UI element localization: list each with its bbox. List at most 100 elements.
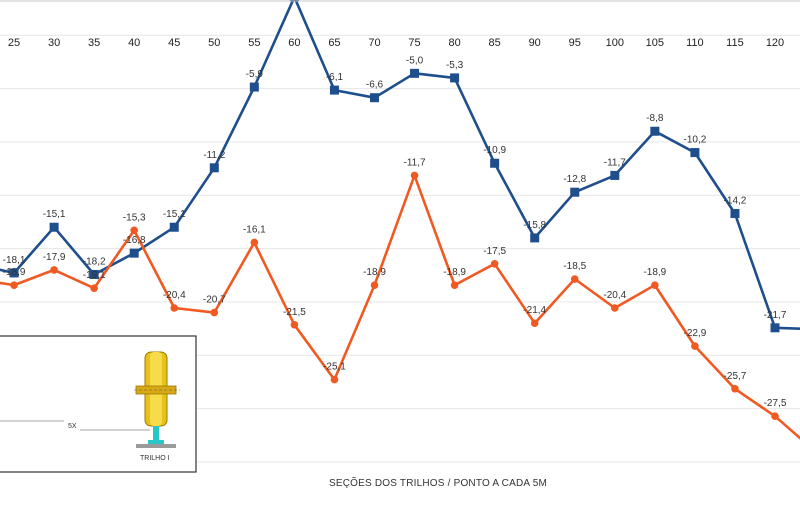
series-point: [89, 269, 99, 279]
series-point: [530, 233, 540, 243]
x-tick-label: 80: [448, 37, 460, 49]
series-point: [731, 384, 739, 393]
series-point: [450, 73, 460, 83]
data-label: -19,1: [83, 270, 106, 281]
series-point: [129, 248, 139, 258]
wheel-icon: [134, 351, 180, 448]
series-point: [570, 275, 579, 283]
x-tick-label: 70: [368, 37, 380, 49]
x-tick-label: 95: [569, 37, 581, 49]
series-point: [210, 308, 219, 317]
series-point: [530, 319, 539, 328]
series-point: [691, 342, 699, 350]
data-label: -20,4: [163, 290, 186, 301]
data-label: -20,4: [603, 290, 626, 301]
series-point: [651, 281, 659, 289]
data-label: -18,1: [3, 255, 26, 266]
data-label: -5,0: [406, 55, 424, 66]
series-point: [730, 209, 740, 219]
series-point: [770, 323, 780, 333]
x-axis-title: SEÇÕES DOS TRILHOS / PONTO A CADA 5M: [329, 476, 547, 489]
series-point: [490, 158, 500, 168]
x-tick-label: 50: [208, 37, 220, 49]
data-label: -18,5: [563, 261, 586, 272]
x-tick-label: 90: [529, 37, 541, 49]
data-label: -21,4: [523, 305, 546, 316]
data-label: -5,3: [446, 60, 464, 71]
data-label: -18,9: [3, 267, 26, 278]
data-label: -17,5: [483, 246, 506, 257]
x-tick-label: 60: [288, 37, 300, 49]
series-point: [249, 82, 259, 92]
series-point: [610, 170, 620, 180]
series-point: [570, 187, 580, 197]
data-label: -25,1: [323, 362, 346, 373]
x-tick-label: 120: [766, 37, 784, 49]
data-label: -21,7: [764, 310, 787, 321]
series-point: [490, 260, 499, 268]
data-label: -10,9: [483, 145, 506, 156]
data-label: -18,9: [643, 267, 666, 278]
data-label: -16,1: [243, 224, 266, 235]
data-label: -15,1: [43, 209, 66, 220]
data-label: -6,6: [366, 80, 384, 91]
data-label: -15,8: [523, 220, 546, 231]
data-label: -18,2: [83, 256, 106, 267]
data-label: -14,2: [724, 196, 747, 207]
data-labels: -18,1-15,1-18,2-16,8-15,1-11,2-5,90,0-6,…: [3, 55, 787, 409]
x-tick-label: 105: [646, 37, 664, 49]
data-label: -8,8: [646, 113, 664, 124]
series-point: [410, 171, 419, 180]
x-tick-label: 65: [328, 37, 340, 49]
x-tick-label: 75: [408, 37, 420, 49]
series-line: [0, 174, 800, 440]
data-label: -15,1: [163, 209, 186, 220]
data-label: -11,7: [604, 157, 626, 168]
data-label: -6,1: [326, 72, 344, 83]
series-line: [0, 0, 800, 331]
data-label: -16,8: [123, 235, 146, 246]
inset-rail-label: TRILHO I: [140, 455, 170, 462]
data-label: -27,5: [764, 398, 787, 409]
x-tick-label: 30: [48, 37, 60, 49]
x-tick-label: 40: [128, 37, 140, 49]
series-point: [690, 148, 700, 158]
x-tick-label: 85: [489, 37, 501, 49]
rail-wheel-inset: 5X TRILHO I: [0, 335, 197, 473]
data-label: -5,9: [246, 69, 264, 80]
series-point: [49, 222, 59, 232]
data-label: -12,8: [563, 174, 586, 185]
x-tick-label: 35: [88, 37, 100, 49]
x-tick-label: 55: [248, 37, 260, 49]
series-point: [170, 304, 179, 312]
x-tick-label: 25: [8, 37, 20, 49]
series-point: [250, 238, 259, 247]
series-point: [370, 93, 379, 103]
data-label: -21,5: [283, 307, 306, 318]
data-label: -10,2: [684, 135, 707, 146]
data-label: -18,9: [363, 267, 386, 278]
series-point: [330, 375, 339, 384]
data-label: -11,7: [404, 157, 426, 168]
data-label: -17,9: [43, 252, 66, 263]
x-tick-label: 115: [726, 37, 744, 49]
data-label: -18,9: [443, 267, 466, 278]
series-point: [9, 268, 19, 278]
x-tick-labels: 2025303540455055606570758085909510010511…: [8, 37, 784, 49]
series-point: [209, 163, 219, 173]
series-point: [130, 226, 138, 235]
x-tick-label: 45: [168, 37, 180, 49]
series-point: [329, 85, 339, 95]
series-point: [410, 68, 420, 78]
series-point: [771, 412, 779, 420]
series-point: [169, 222, 179, 232]
series-point: [650, 126, 660, 136]
series-point: [50, 266, 58, 274]
data-label: -20,7: [203, 295, 226, 306]
series-point: [611, 304, 619, 312]
series-point: [90, 284, 98, 292]
series-point: [450, 281, 459, 289]
x-tick-label: 100: [606, 37, 624, 49]
series-point: [370, 281, 379, 289]
